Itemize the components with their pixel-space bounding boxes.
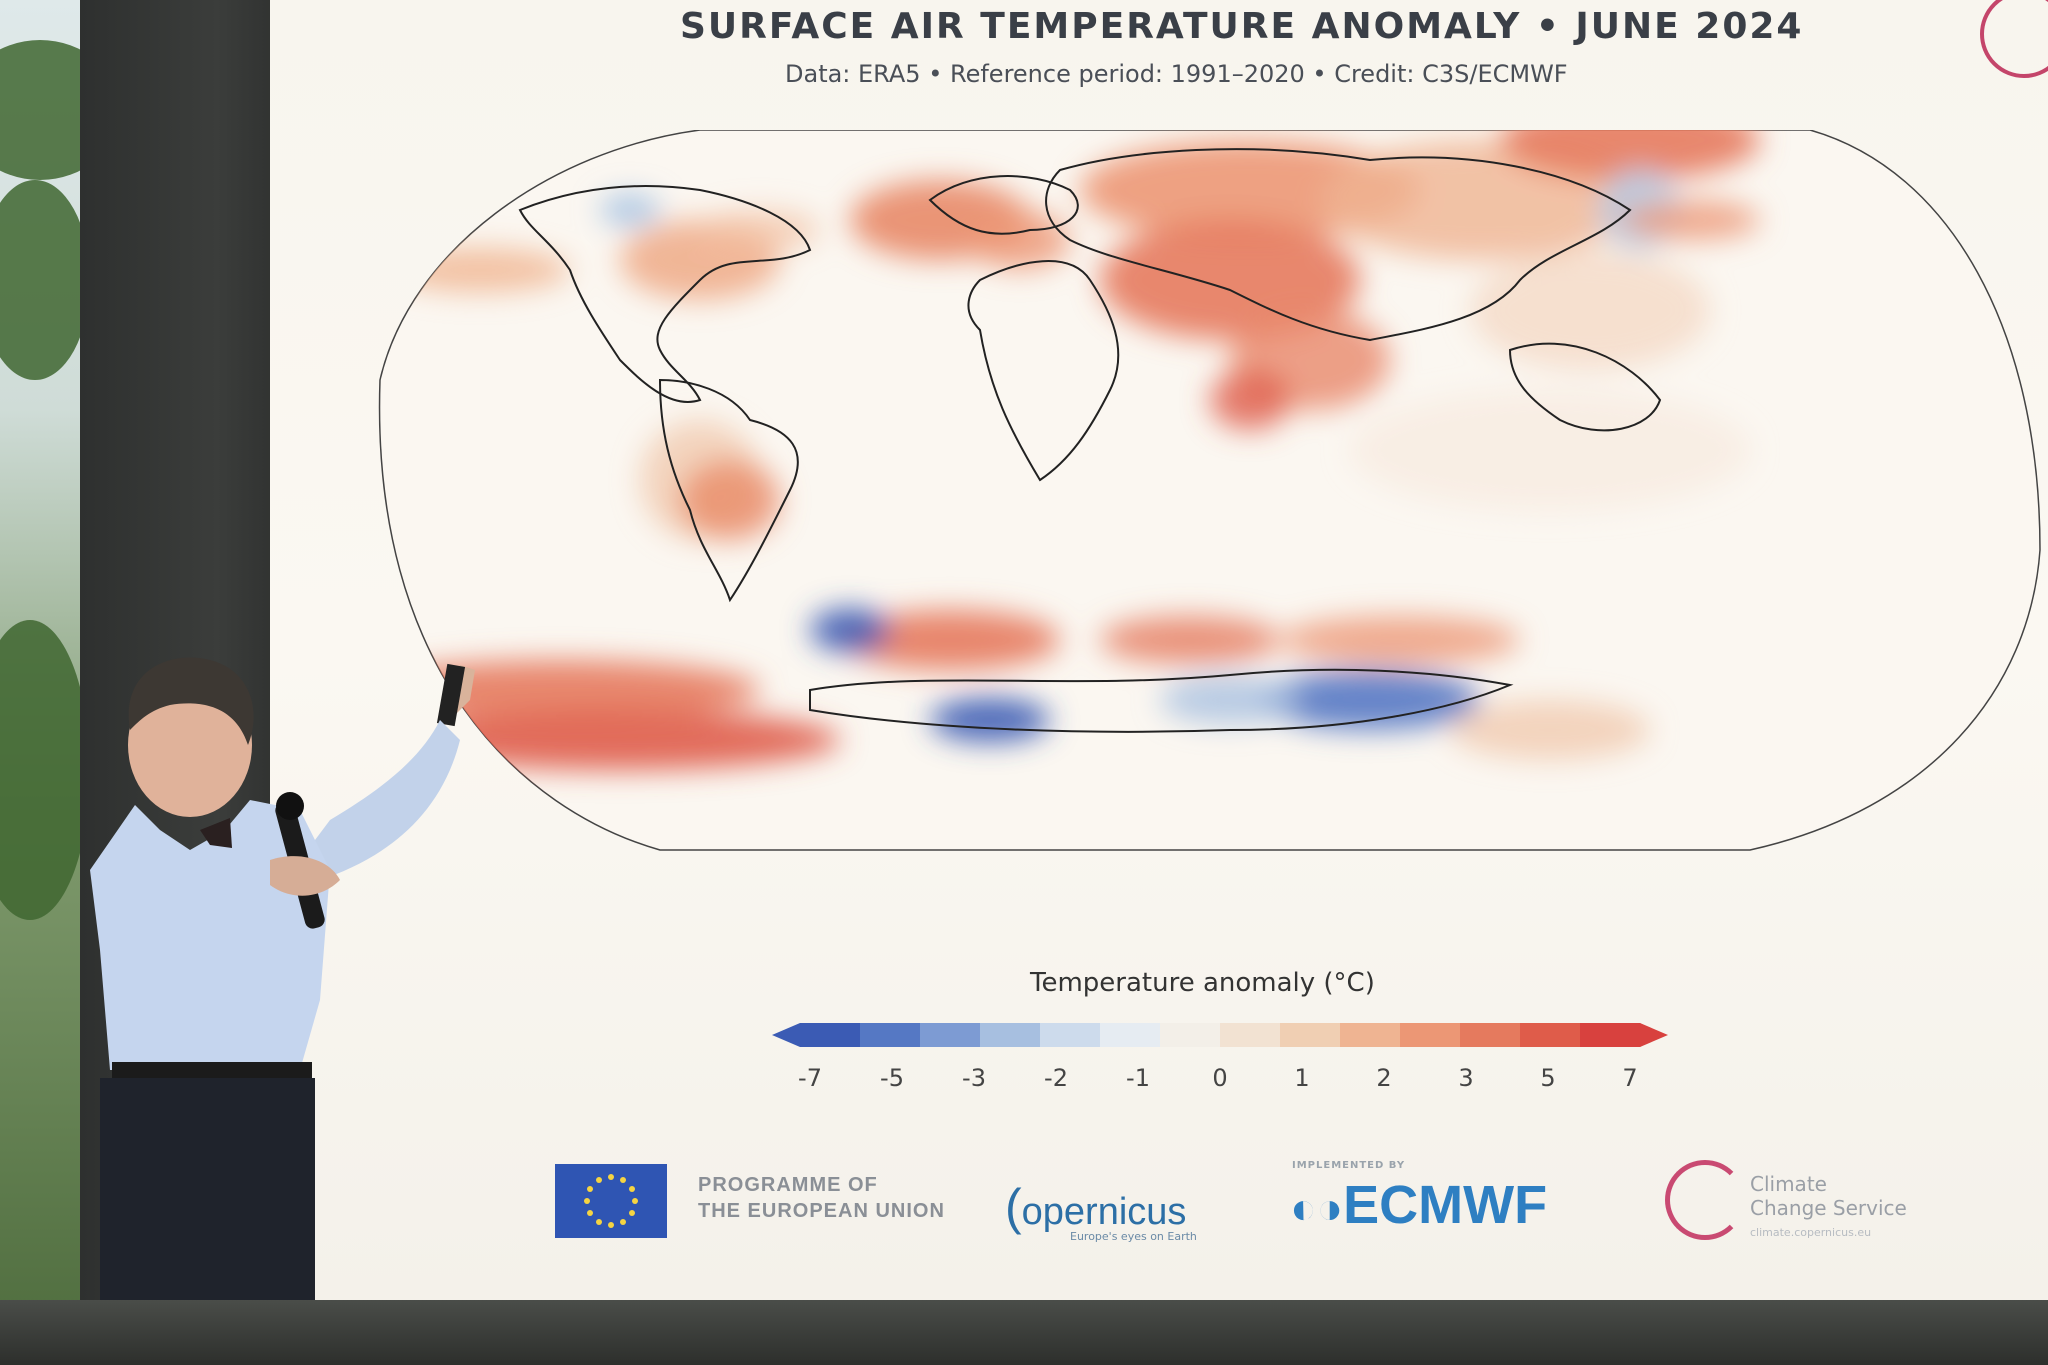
colorbar-swatch — [800, 1023, 861, 1047]
copernicus-tagline: Europe's eyes on Earth — [1070, 1230, 1197, 1243]
c3s-name: Climate Change Service — [1750, 1172, 1907, 1220]
map-svg — [378, 130, 2041, 851]
colorbar-swatch — [1340, 1023, 1401, 1047]
colorbar-swatch — [1280, 1023, 1341, 1047]
colorbar-tick-label: 2 — [1376, 1064, 1392, 1092]
colorbar-tick-label: -1 — [1126, 1064, 1150, 1092]
tree-foliage — [0, 180, 90, 380]
colorbar-tick-label: 0 — [1212, 1064, 1228, 1092]
colorbar — [770, 1015, 1670, 1059]
copernicus-c-icon: ( — [1005, 1179, 1022, 1235]
colorbar-swatch — [1520, 1023, 1581, 1047]
stone-wall — [0, 1300, 2048, 1365]
ecmwf-logo: ◐◑ECMWF — [1290, 1174, 1547, 1236]
map-title: SURFACE AIR TEMPERATURE ANOMALY • JUNE 2… — [680, 6, 1804, 47]
colorbar-swatch — [1220, 1023, 1281, 1047]
colorbar-ticks: -7 -5 -3 -2 -1 0 1 2 3 5 7 — [770, 1064, 1670, 1104]
ecmwf-implemented-by: IMPLEMENTED BY — [1292, 1160, 1406, 1171]
world-anomaly-map — [370, 130, 2048, 950]
footer-logos: PROGRAMME OF THE EUROPEAN UNION (opernic… — [550, 1150, 1950, 1270]
colorbar-tick-label: -2 — [1044, 1064, 1068, 1092]
colorbar-tick-label: -5 — [880, 1064, 904, 1092]
colorbar-tick-label: 7 — [1622, 1064, 1638, 1092]
coastlines — [518, 148, 1662, 733]
colorbar-swatch — [980, 1023, 1041, 1047]
colorbar-swatch — [1040, 1023, 1101, 1047]
colorbar-swatch — [920, 1023, 981, 1047]
colorbar-swatch — [1160, 1023, 1221, 1047]
colorbar-tick-label: 3 — [1458, 1064, 1474, 1092]
c3s-corner-logo-icon — [1980, 0, 2048, 78]
colorbar-right-arrow — [1640, 1023, 1668, 1047]
ecmwf-swirl-icon: ◐◑ — [1290, 1184, 1344, 1233]
colorbar-tick-label: -7 — [798, 1064, 822, 1092]
anomaly-field — [379, 130, 1760, 770]
copernicus-logo: (opernicus — [1005, 1178, 1186, 1236]
colorbar-tick-label: 5 — [1540, 1064, 1556, 1092]
ecmwf-wordmark: ECMWF — [1343, 1175, 1548, 1235]
eu-programme-text: PROGRAMME OF THE EUROPEAN UNION — [698, 1174, 945, 1222]
thermometer-icon — [1665, 1160, 1745, 1240]
colorbar-tick-label: 1 — [1294, 1064, 1310, 1092]
c3s-url: climate.copernicus.eu — [1750, 1226, 1872, 1239]
colorbar-swatch — [1400, 1023, 1461, 1047]
eu-flag-icon — [555, 1164, 667, 1238]
colorbar-swatch — [1460, 1023, 1521, 1047]
colorbar-swatch — [1580, 1023, 1641, 1047]
colorbar-swatch — [860, 1023, 921, 1047]
map-subtitle: Data: ERA5 • Reference period: 1991–2020… — [785, 60, 1568, 88]
colorbar-svg — [772, 1023, 1668, 1047]
colorbar-left-arrow — [772, 1023, 800, 1047]
copernicus-wordmark: opernicus — [1021, 1191, 1187, 1233]
colorbar-tick-label: -3 — [962, 1064, 986, 1092]
colorbar-swatch — [1100, 1023, 1161, 1047]
legend-title: Temperature anomaly (°C) — [1030, 968, 1375, 998]
